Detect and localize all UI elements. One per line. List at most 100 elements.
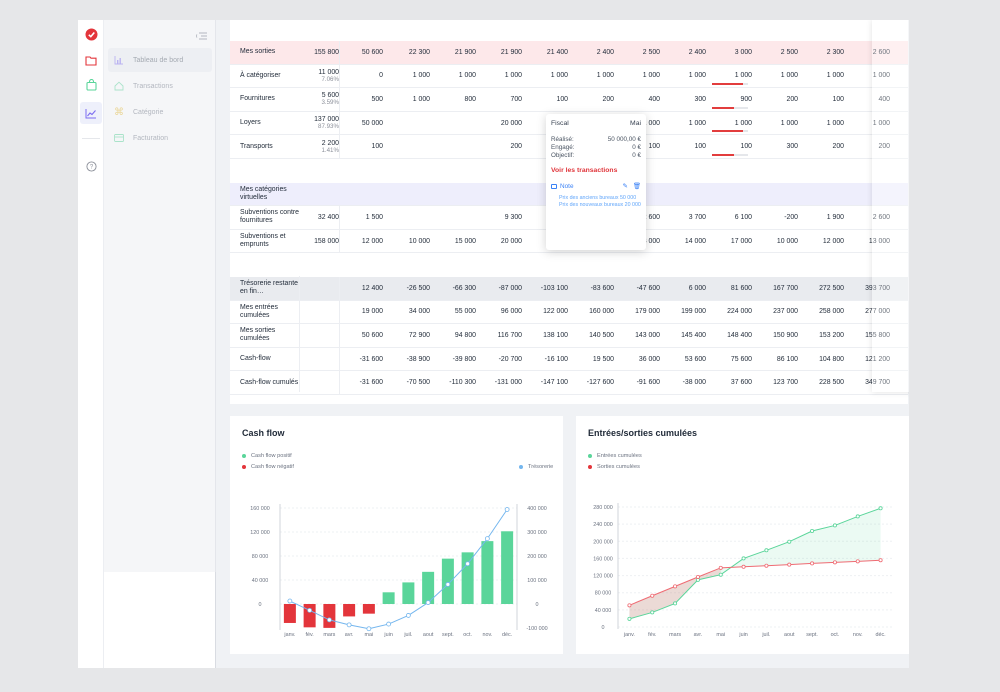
table-cell[interactable]: 12 400 [361, 284, 383, 292]
table-cell[interactable]: -131 000 [494, 379, 522, 387]
table-cell[interactable]: 228 500 [819, 379, 844, 387]
table-cell[interactable]: 100 [832, 95, 845, 103]
table-cell[interactable]: 150 900 [773, 331, 798, 339]
menu-collapse-icon[interactable] [195, 28, 208, 40]
table-cell[interactable]: 50 600 [361, 331, 383, 339]
table-cell[interactable] [384, 135, 430, 158]
logo-icon[interactable] [83, 26, 99, 42]
table-cell[interactable]: 1 000 [872, 119, 890, 127]
table-cell[interactable]: 19 000 [361, 308, 383, 316]
table-cell[interactable]: 155 800 [865, 331, 890, 339]
table-cell[interactable]: -31 600 [359, 355, 383, 363]
table-cell[interactable]: 22 300 [408, 48, 430, 56]
table-cell[interactable]: 2 600 [642, 213, 660, 221]
table-cell[interactable]: 21 400 [546, 48, 568, 56]
table-cell[interactable]: 50 000 [361, 119, 383, 127]
table-cell[interactable]: 72 900 [408, 331, 430, 339]
table-cell[interactable]: 200 [878, 143, 891, 151]
table-row[interactable]: Mes sorties cumulées 50 600 72 900 94 800 11… [230, 324, 908, 348]
table-cell[interactable]: 393 700 [865, 284, 890, 292]
table-cell[interactable]: 2 500 [780, 48, 798, 56]
table-cell[interactable]: -91 600 [636, 379, 660, 387]
table-cell[interactable]: -16 100 [544, 355, 568, 363]
table-cell[interactable]: 137 000 87.93% [292, 111, 340, 135]
table-cell[interactable]: 1 000 [642, 119, 660, 127]
table-cell[interactable]: 50 600 [361, 48, 383, 56]
table-cell[interactable] [430, 135, 476, 158]
table-cell[interactable]: 5 600 3.59% [292, 88, 340, 111]
table-cell[interactable]: 153 200 [819, 331, 844, 339]
table-cell[interactable]: 200 [602, 95, 615, 103]
table-cell[interactable] [384, 112, 430, 135]
table-cell[interactable]: 277 000 [865, 308, 890, 316]
table-cell[interactable]: 1 000 [412, 72, 430, 80]
table-cell[interactable]: -39 800 [452, 355, 476, 363]
table-cell[interactable]: 300 [786, 143, 799, 151]
table-row[interactable]: Cash-flow cumulés -31 600 -70 500 -110 300 -… [230, 371, 908, 395]
table-cell[interactable]: 37 600 [730, 379, 752, 387]
table-cell[interactable]: 1 000 [780, 119, 798, 127]
table-cell[interactable]: 100 [556, 95, 569, 103]
table-cell[interactable]: 34 000 [408, 308, 430, 316]
table-cell[interactable]: 1 900 [826, 213, 844, 221]
table-cell[interactable]: 36 000 [638, 355, 660, 363]
table-cell[interactable]: 148 400 [727, 331, 752, 339]
table-cell[interactable]: 104 800 [819, 355, 844, 363]
table-cell[interactable]: -20 700 [498, 355, 522, 363]
table-cell[interactable]: 86 100 [776, 355, 798, 363]
table-cell[interactable]: -70 500 [406, 379, 430, 387]
folder-icon[interactable] [83, 52, 99, 68]
table-cell[interactable]: 160 000 [589, 308, 614, 316]
table-cell[interactable]: 900 [706, 88, 752, 111]
table-cell[interactable]: 96 000 [500, 308, 522, 316]
table-cell[interactable]: -38 000 [682, 379, 706, 387]
table-cell[interactable]: 1 000 [872, 72, 890, 80]
table-cell[interactable]: 349 700 [865, 379, 890, 387]
table-cell[interactable]: 2 500 [642, 48, 660, 56]
bag-icon[interactable] [83, 77, 99, 93]
table-row[interactable]: Subventions et emprunts 158 000 12 000 10 0… [230, 229, 908, 254]
table-cell[interactable]: 100 [694, 143, 707, 151]
table-cell[interactable]: 116 700 [497, 331, 522, 339]
table-cell[interactable]: -31 600 [359, 379, 383, 387]
table-cell[interactable]: -83 600 [590, 284, 614, 292]
table-cell[interactable]: -87 000 [498, 284, 522, 292]
table-cell[interactable]: -200 [784, 213, 798, 221]
table-cell[interactable]: 199 000 [681, 308, 706, 316]
table-cell[interactable]: -38 900 [406, 355, 430, 363]
table-cell[interactable]: 1 000 [688, 119, 706, 127]
table-cell[interactable] [292, 324, 340, 347]
table-cell[interactable]: 1 000 [596, 72, 614, 80]
table-cell[interactable]: -110 300 [449, 379, 476, 387]
table-cell[interactable]: 2 600 [872, 48, 890, 56]
chart-line-icon[interactable] [80, 102, 102, 124]
table-cell[interactable]: -26 500 [406, 284, 430, 292]
table-cell[interactable] [292, 277, 340, 300]
table-cell[interactable]: 122 000 [543, 308, 568, 316]
sidebar-item-billing[interactable]: Facturation [108, 126, 212, 150]
table-cell[interactable]: 200 [832, 143, 845, 151]
table-cell[interactable]: 20 000 [500, 237, 522, 245]
table-cell[interactable]: 200 [510, 143, 523, 151]
table-cell[interactable]: 1 000 [706, 112, 752, 135]
table-cell[interactable]: 10 000 [776, 237, 798, 245]
table-row[interactable]: Mes entrées cumulées 19 000 34 000 55 000 96… [230, 300, 908, 325]
table-cell[interactable]: 200 [786, 95, 799, 103]
table-cell[interactable]: 81 600 [730, 284, 752, 292]
table-cell[interactable]: 1 000 [688, 72, 706, 80]
table-cell[interactable]: 55 000 [454, 308, 476, 316]
table-cell[interactable]: 155 800 [292, 41, 340, 64]
table-cell[interactable]: 700 [510, 95, 523, 103]
edit-icon[interactable]: ✎ [622, 183, 628, 190]
table-cell[interactable]: 13 000 [868, 237, 890, 245]
table-cell[interactable]: 237 000 [773, 308, 798, 316]
table-cell[interactable]: 1 000 [412, 95, 430, 103]
table-row[interactable]: Fournitures 5 600 3.59% 500 1 000 800 700 100 20… [230, 88, 908, 112]
table-cell[interactable]: 167 700 [773, 284, 798, 292]
table-cell[interactable]: 500 [371, 95, 384, 103]
table-cell[interactable]: 300 [694, 95, 707, 103]
table-row[interactable]: À catégoriser 11 000 7.06% 0 1 000 1 000 1 000… [230, 64, 908, 89]
table-cell[interactable]: 2 200 1.41% [292, 135, 340, 158]
table-cell[interactable]: 20 000 [500, 119, 522, 127]
table-cell[interactable]: 53 600 [684, 355, 706, 363]
